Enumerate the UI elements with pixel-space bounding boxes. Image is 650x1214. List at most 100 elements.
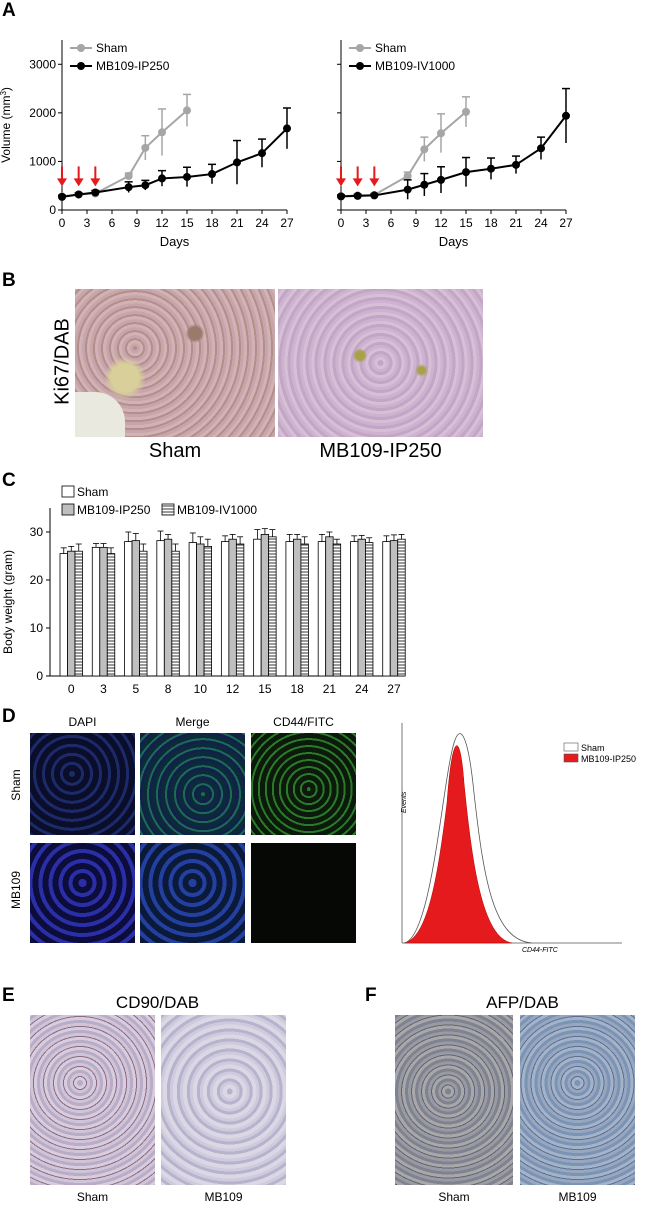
panel-label-a: A xyxy=(2,0,16,21)
data-point xyxy=(124,183,133,192)
bar xyxy=(188,542,197,677)
legend-label: MB109-IP250 xyxy=(581,754,636,764)
volume-chart-left: 0 3 6 9 12 15 18 21 24 27 0 1000 2000 3000 Days Volume … xyxy=(0,40,294,249)
x-tick-label: 18 xyxy=(484,216,498,230)
col-header-cd44: CD44/FITC xyxy=(273,715,334,729)
y-axis-label: Body weight (gram) xyxy=(1,550,15,654)
x-tick-label: 24 xyxy=(355,682,369,696)
bar xyxy=(106,553,116,677)
legend-label: MB109-IV1000 xyxy=(177,503,257,517)
data-point xyxy=(370,191,379,200)
merge-mb109-image xyxy=(140,843,245,943)
ki67-mb109-image xyxy=(278,289,483,437)
cd90-caption-mb109: MB109 xyxy=(204,1190,243,1204)
x-tick-label: 0 xyxy=(59,216,66,230)
bar xyxy=(325,536,334,677)
ki67-caption-sham: Sham xyxy=(148,440,202,462)
data-point xyxy=(183,106,191,115)
legend-label: Sham xyxy=(77,485,108,499)
bar xyxy=(74,550,83,677)
row-label-sham: Sham xyxy=(9,769,23,801)
data-point xyxy=(58,192,66,201)
x-tick-label: 24 xyxy=(255,216,269,230)
x-tick-label: 24 xyxy=(534,216,548,230)
data-point xyxy=(353,191,362,200)
x-tick-label: 15 xyxy=(180,216,194,230)
afp-title: AFP/DAB xyxy=(486,993,559,1012)
flow-mb109-area xyxy=(403,745,513,944)
bar xyxy=(260,534,270,677)
legend-label: MB109-IP250 xyxy=(96,59,170,73)
bar xyxy=(163,538,173,677)
bar xyxy=(317,541,327,677)
dosing-arrowhead xyxy=(73,178,84,187)
cd90-title: CD90/DAB xyxy=(115,993,200,1012)
data-point xyxy=(562,111,570,120)
bar xyxy=(253,538,262,677)
data-point xyxy=(283,124,291,133)
bar xyxy=(131,540,140,677)
bar xyxy=(99,546,108,677)
bar xyxy=(397,538,406,677)
dosing-arrowhead xyxy=(352,178,363,187)
legend-label: Sham xyxy=(96,41,127,55)
series-line-1 xyxy=(61,127,288,198)
data-point xyxy=(158,174,166,183)
bar xyxy=(67,550,76,677)
dapi-mb109-image xyxy=(30,843,135,943)
bar xyxy=(389,540,399,677)
data-point xyxy=(487,164,495,173)
bar xyxy=(293,538,302,677)
x-axis-label: Days xyxy=(160,234,190,249)
merge-sham-image xyxy=(140,733,245,835)
x-tick-label: 12 xyxy=(155,216,169,230)
panel-label-c: C xyxy=(2,470,16,491)
bar xyxy=(357,538,366,677)
data-point xyxy=(74,190,83,199)
bar xyxy=(332,543,342,677)
panel-label-b: B xyxy=(2,270,16,291)
afp-caption-sham: Sham xyxy=(438,1190,470,1204)
ki67-caption-mb109: MB109-IP250 xyxy=(319,440,442,462)
bar xyxy=(124,541,133,677)
x-tick-label: 3 xyxy=(84,216,91,230)
data-point xyxy=(462,168,470,177)
data-point xyxy=(208,170,216,179)
col-header-dapi: DAPI xyxy=(68,715,97,729)
bar xyxy=(285,541,294,677)
cd44-mb109-image xyxy=(251,843,356,943)
dapi-sham-image xyxy=(30,733,135,835)
panel-label-f: F xyxy=(365,985,377,1006)
afp-sham-image xyxy=(395,1015,513,1185)
x-tick-label: 12 xyxy=(226,682,240,696)
legend-swatch xyxy=(161,503,175,516)
data-point xyxy=(124,172,133,180)
bar xyxy=(196,543,205,677)
ki67-axis-label-wrap: Ki67/DAB xyxy=(48,300,78,430)
series-line-0 xyxy=(340,111,467,198)
x-tick-label: 9 xyxy=(413,216,420,230)
col-header-merge: Merge xyxy=(175,715,210,729)
row-label-mb109-wrap: MB109 xyxy=(6,843,26,940)
afp-mb109-image xyxy=(520,1015,635,1185)
bar xyxy=(171,550,180,677)
dosing-arrowhead xyxy=(336,178,346,187)
data-point xyxy=(183,172,191,181)
bar xyxy=(235,543,245,677)
series-line-0 xyxy=(61,109,188,198)
data-point xyxy=(437,129,445,138)
x-tick-label: 15 xyxy=(459,216,473,230)
dosing-arrowhead xyxy=(57,178,67,187)
data-point xyxy=(141,181,150,190)
volume-chart-right: 0 3 6 9 12 15 18 21 24 27 Days Sham MB109-IV1000 xyxy=(336,40,573,249)
legend-swatch xyxy=(61,503,75,516)
data-point xyxy=(337,192,345,201)
panel-label-e: E xyxy=(2,985,15,1006)
x-tick-label: 27 xyxy=(559,216,573,230)
x-tick-label: 21 xyxy=(509,216,523,230)
dosing-arrowhead xyxy=(369,178,380,187)
legend-label: MB109-IV1000 xyxy=(375,59,455,73)
x-tick-label: 10 xyxy=(194,682,208,696)
x-tick-label: 18 xyxy=(290,682,304,696)
cd90-caption-sham: Sham xyxy=(76,1190,109,1204)
